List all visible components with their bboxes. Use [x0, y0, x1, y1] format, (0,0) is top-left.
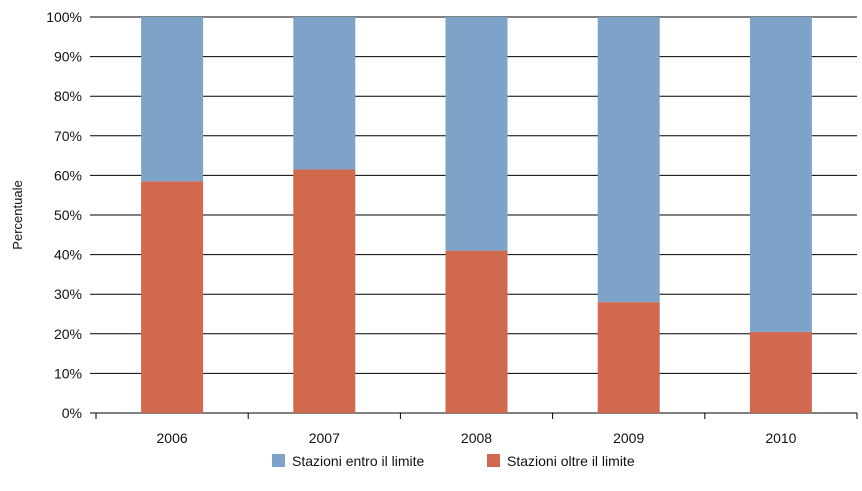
- bar-segment: [749, 17, 812, 332]
- y-tick-label: 60%: [54, 167, 82, 183]
- bar-segment: [597, 17, 660, 303]
- bar-segment: [141, 17, 204, 182]
- x-tick-label: 2009: [613, 430, 644, 446]
- legend-swatch: [487, 454, 500, 467]
- y-tick-label: 90%: [54, 49, 82, 65]
- y-tick-label: 100%: [46, 9, 82, 25]
- bar-segment: [141, 181, 204, 413]
- y-tick-label: 30%: [54, 286, 82, 302]
- y-tick-label: 0%: [62, 405, 82, 421]
- y-tick-label: 20%: [54, 326, 82, 342]
- legend-label: Stazioni entro il limite: [292, 453, 424, 469]
- x-tick-labels: 2006 2007 2008 2009 2010: [157, 430, 797, 446]
- bar-segment: [293, 169, 356, 413]
- x-tick-label: 2008: [461, 430, 492, 446]
- y-tick-label: 50%: [54, 207, 82, 223]
- bars: [141, 17, 812, 413]
- x-tick-label: 2006: [157, 430, 188, 446]
- bar-segment: [293, 17, 356, 170]
- legend-swatch: [272, 454, 285, 467]
- x-tick-label: 2007: [309, 430, 340, 446]
- bar-segment: [445, 250, 508, 413]
- legend-label: Stazioni oltre il limite: [507, 453, 635, 469]
- y-tick-label: 70%: [54, 128, 82, 144]
- y-tick-label: 10%: [54, 365, 82, 381]
- bar-segment: [597, 302, 660, 413]
- bar-segment: [749, 331, 812, 413]
- y-tick-labels: 0% 10% 20% 30% 40% 50% 60% 70% 80% 90% 100%: [46, 9, 82, 421]
- y-tick-label: 40%: [54, 247, 82, 263]
- bar-segment: [445, 17, 508, 251]
- legend: Stazioni entro il limite Stazioni oltre i…: [272, 453, 635, 469]
- y-tick-label: 80%: [54, 88, 82, 104]
- x-tick-label: 2010: [765, 430, 796, 446]
- y-axis-title: Percentuale: [10, 180, 25, 249]
